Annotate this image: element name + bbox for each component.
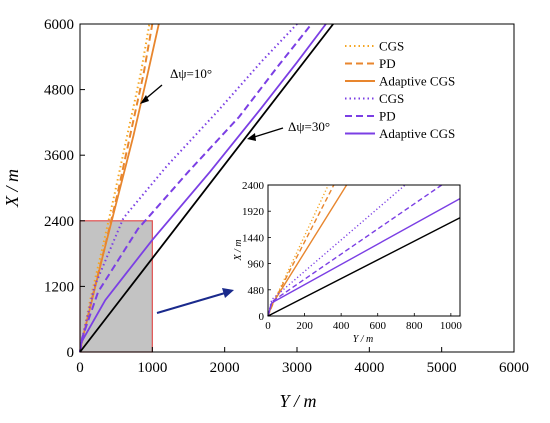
series-0-cgs-line [79, 23, 151, 353]
inset-x-axis-title: Y / m [353, 334, 374, 345]
annotation-arrow-30deg [250, 127, 284, 139]
series-3-cgs-line [79, 23, 298, 353]
inset-x-tick-label: 200 [296, 320, 313, 332]
zoom-arrow-line [156, 292, 226, 314]
inset-y-tick-label: 960 [248, 259, 265, 271]
inset-background [268, 185, 460, 316]
annotation-arrowhead-30deg [247, 133, 256, 141]
x-tick-label: 2000 [210, 360, 240, 376]
inset-y-tick-label: 480 [248, 285, 265, 297]
inset-series-5-adaptive-cgs-line [267, 197, 461, 317]
main-axis-ticks: 0 1000 2000 3000 4000 5000 6000012002400360048… [44, 17, 529, 376]
inset-x-tick-label: 600 [369, 320, 386, 332]
inset-x-tick-label: 1000 [440, 320, 463, 332]
series-6-reference-line [79, 23, 334, 353]
y-tick-label: 2400 [44, 214, 74, 230]
y-axis-title: X / m [2, 169, 22, 208]
inset-x-tick-label: 0 [265, 320, 271, 332]
annotation-30deg: Δψ=30° [247, 119, 330, 141]
inset-y-tick-label: 0 [259, 311, 265, 323]
x-tick-label: 0 [76, 360, 84, 376]
annotation-label-10deg: Δψ=10° [170, 66, 212, 81]
inset-series-6-reference-line [267, 217, 461, 317]
y-tick-label: 0 [67, 345, 75, 361]
inset-y-tick-label: 2400 [242, 180, 265, 192]
x-tick-label: 5000 [427, 360, 457, 376]
legend-label-4: PD [379, 109, 396, 124]
annotation-10deg: Δψ=10° [140, 66, 212, 104]
inset-series-group [267, 184, 461, 317]
x-axis-title: Y / m [279, 391, 316, 411]
y-tick-label: 6000 [44, 17, 74, 33]
x-tick-label: 3000 [282, 360, 312, 376]
legend-label-2: Adaptive CGS [379, 74, 455, 89]
y-tick-label: 1200 [44, 279, 74, 295]
inset-series-3-cgs-line [267, 184, 406, 317]
annotation-arrowhead-10deg [140, 95, 149, 104]
x-tick-label: 4000 [354, 360, 384, 376]
zoom-arrowhead [222, 288, 234, 298]
zoom-arrow [156, 288, 234, 314]
inset-x-tick-label: 800 [406, 320, 423, 332]
legend-label-0: CGS [379, 39, 404, 54]
y-tick-label: 3600 [44, 148, 74, 164]
series-4-pd-line [79, 23, 313, 353]
x-tick-label: 6000 [499, 360, 529, 376]
legend-label-5: Adaptive CGS [379, 126, 455, 141]
main-series-group [79, 23, 334, 353]
series-5-adaptive-cgs-line [79, 23, 327, 353]
legend-label-3: CGS [379, 91, 404, 106]
y-tick-label: 4800 [44, 83, 74, 99]
inset-y-tick-label: 1440 [242, 232, 265, 244]
legend-label-1: PD [379, 56, 396, 71]
inset-y-tick-label: 1920 [242, 206, 265, 218]
inset-x-tick-label: 400 [333, 320, 350, 332]
x-tick-label: 1000 [137, 360, 167, 376]
inset-plot-frame [267, 184, 461, 317]
inset-y-axis-title: X / m [233, 239, 244, 261]
inset-axis-ticks: 0 200 400 600 800 1000 0 480 960 1440 1920 2400 [242, 180, 462, 332]
annotation-label-30deg: Δψ=30° [288, 119, 330, 134]
legend: CGS PD Adaptive CGS CGS PD Adaptive CGS [345, 39, 455, 141]
